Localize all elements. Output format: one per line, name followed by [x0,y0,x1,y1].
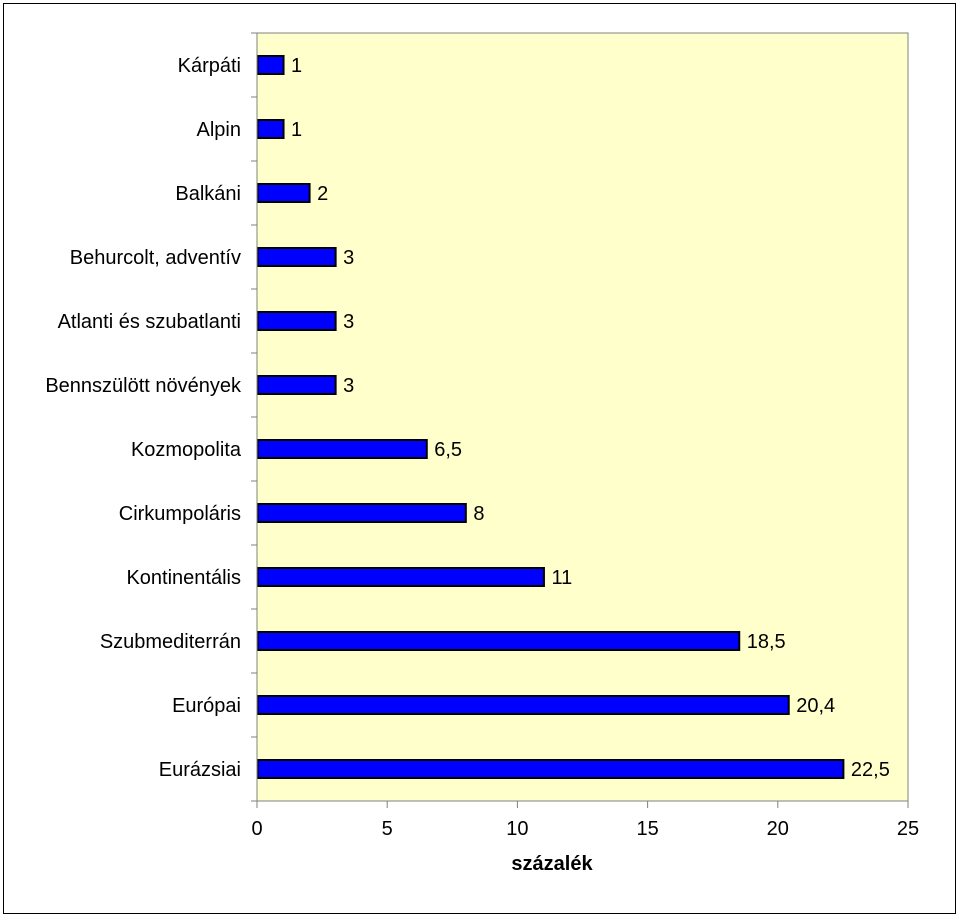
bar [256,503,467,523]
value-label: 6,5 [434,439,462,461]
value-label: 3 [343,375,354,397]
x-tick-label: 0 [251,818,262,840]
category-label: Balkáni [175,183,241,205]
value-label: 3 [343,311,354,333]
bar [256,375,337,395]
value-label: 11 [551,567,572,589]
bar [256,247,337,267]
bar [256,439,428,459]
value-label: 20,4 [796,695,835,717]
category-label: Bennszülött növények [45,375,242,397]
value-label: 1 [291,55,302,77]
category-label: Behurcolt, adventív [70,247,241,269]
bar [256,119,285,139]
bar [256,631,741,651]
category-label: Cirkumpoláris [119,503,241,525]
x-tick-label: 25 [897,818,919,840]
bars-group [256,55,845,779]
value-label: 8 [473,503,484,525]
axes-group: 0 5 10 15 20 25 [251,32,919,840]
value-label: 22,5 [851,759,890,781]
bar [256,55,285,75]
x-tick-label: 20 [767,818,789,840]
value-label: 18,5 [747,631,786,653]
bar [256,759,845,779]
value-label: 1 [291,119,302,141]
plot-area [256,32,909,802]
x-axis-title: százalék [511,853,593,875]
category-label: Atlanti és szubatlanti [58,311,241,333]
category-labels-group: Kárpáti Alpin Balkáni Behurcolt, adventív At… [45,55,242,781]
x-tick-label: 10 [506,818,528,840]
value-label: 3 [343,247,354,269]
category-label: Kontinentális [126,567,241,589]
category-label: Szubmediterrán [100,631,241,653]
bar [256,311,337,331]
category-label: Alpin [197,119,241,141]
bar [256,183,311,203]
x-tick-label: 15 [636,818,658,840]
category-label: Kozmopolita [131,439,242,461]
bar [256,567,545,587]
category-label: Eurázsiai [159,759,241,781]
value-label: 2 [317,183,328,205]
x-tick-label: 5 [382,818,393,840]
bar [256,695,790,715]
category-label: Európai [172,695,241,717]
category-label: Kárpáti [178,55,241,77]
